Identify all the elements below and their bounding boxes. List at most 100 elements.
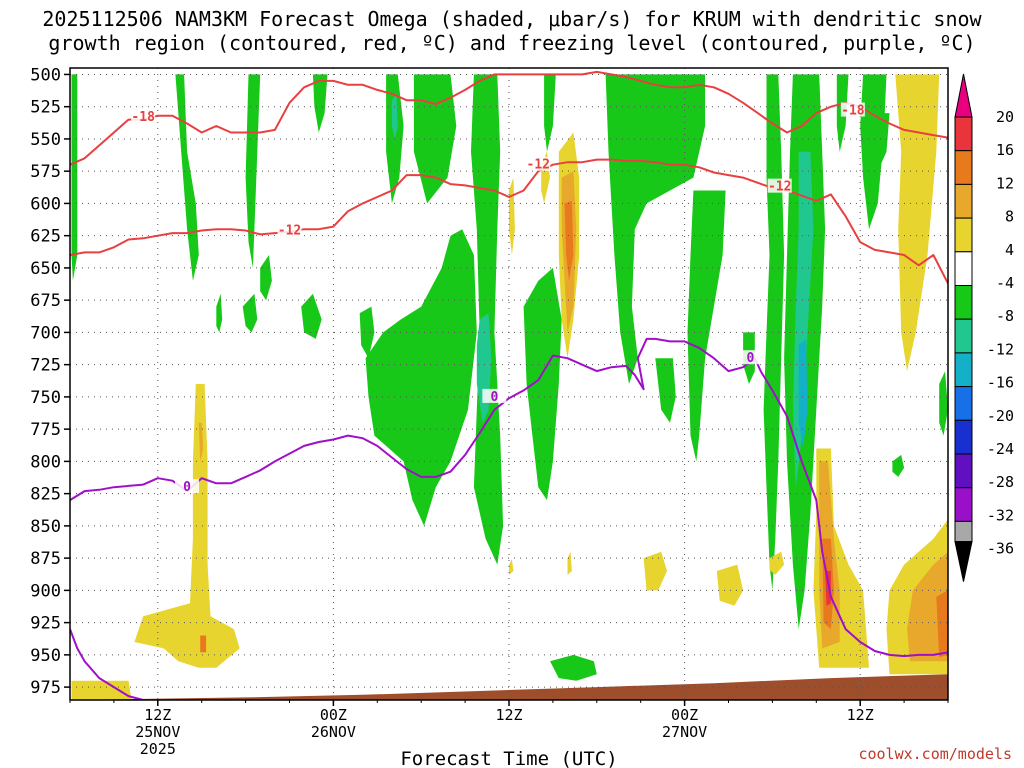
omega-region-3	[312, 74, 328, 133]
omega-region-0	[71, 74, 78, 281]
omega-region-37	[643, 551, 667, 591]
colorbar: 20 16 12 8 4 -4 -8 -12 -16 -20 -24 -28 -32 -36	[954, 73, 1014, 582]
colorbar-label-11: -28	[987, 473, 1014, 491]
y-tick-label-725: 725	[30, 356, 61, 376]
omega-region-39	[769, 551, 785, 575]
contour-label-bg-1-2	[767, 178, 792, 193]
omega-region-50	[936, 590, 948, 658]
contour-label-bg-2-0	[175, 479, 200, 494]
y-tick-label-800: 800	[30, 452, 61, 472]
omega-region-51	[200, 635, 207, 653]
omega-region-36	[71, 680, 132, 700]
colorbar-label-1: 16	[996, 141, 1014, 159]
omega-region-8	[605, 74, 706, 385]
colorbar-label-2: 12	[996, 174, 1014, 192]
omega-region-16	[359, 306, 375, 359]
omega-region-21	[523, 267, 562, 501]
contour-label-0-0: -18	[131, 110, 155, 125]
omega-region-19	[260, 255, 272, 301]
contour-lines	[70, 70, 948, 700]
colorbar-swatch-8	[954, 352, 973, 388]
terrain-surface	[70, 674, 948, 700]
colorbar-swatch-6	[954, 285, 973, 320]
contour-label-bg-1-0	[277, 222, 302, 237]
omega-shading	[71, 74, 948, 700]
colorbar-swatch-10	[954, 419, 973, 455]
omega-region-26	[550, 654, 597, 681]
contour-label-1-1: -12	[527, 158, 550, 173]
y-tick-label-550: 550	[30, 130, 61, 150]
x-axis-label: Forecast Time (UTC)	[400, 748, 617, 768]
y-tick-label-525: 525	[30, 98, 61, 118]
omega-region-30	[798, 338, 808, 449]
x-tick-label-0-0: 12Z	[144, 706, 171, 724]
x-tick-label-0-1: 25NOV	[135, 723, 180, 741]
y-tick-label-950: 950	[30, 646, 61, 666]
y-tick-label-900: 900	[30, 581, 61, 601]
x-tick-label-3-1: 27NOV	[662, 723, 707, 741]
contour-labels: -18 -18 -12 -12 -12 0 0 0	[131, 102, 865, 495]
contour-line-2	[70, 337, 948, 658]
colorbar-label-13: -36	[987, 540, 1014, 558]
colorbar-label-8: -16	[987, 374, 1014, 392]
omega-region-29	[391, 93, 398, 139]
y-tick-label-500: 500	[30, 65, 61, 85]
omega-region-48	[564, 200, 574, 281]
omega-region-7	[544, 74, 556, 152]
y-tick-label-925: 925	[30, 614, 61, 634]
x-tick-label-4-0: 12Z	[847, 706, 874, 724]
colorbar-top-arrow	[954, 73, 973, 118]
omega-region-17	[301, 293, 322, 339]
colorbar-label-6: -8	[996, 307, 1014, 325]
contour-line-0	[70, 70, 948, 166]
x-tick-label-0-2: 2025	[140, 740, 176, 758]
chart-title-line-2: growth region (contoured, red, ºC) and f…	[48, 31, 976, 55]
y-tick-label-750: 750	[30, 388, 61, 408]
omega-region-38	[716, 564, 744, 606]
contour-label-bg-0-0	[131, 109, 156, 124]
omega-region-15	[365, 229, 477, 526]
omega-region-40	[567, 551, 572, 575]
contour-label-1-2: -12	[768, 180, 791, 195]
chart-title-line-1: 2025112506 NAM3KM Forecast Omega (shaded…	[42, 7, 982, 31]
credit-link[interactable]: coolwx.com/models	[858, 745, 1012, 763]
omega-region-35	[134, 384, 240, 668]
y-tick-label-675: 675	[30, 291, 61, 311]
y-tick-label-850: 850	[30, 517, 61, 537]
colorbar-swatch-11	[954, 453, 973, 489]
x-tick-label-3-0: 00Z	[671, 706, 698, 724]
colorbar-label-0: 20	[996, 108, 1014, 126]
contour-label-1-0: -12	[278, 224, 301, 239]
omega-region-25	[892, 454, 905, 477]
terrain	[70, 674, 948, 700]
omega-region-2	[245, 74, 261, 268]
x-tick-label-1-0: 00Z	[320, 706, 347, 724]
y-tick-label-875: 875	[30, 549, 61, 569]
x-tick-label-1-1: 26NOV	[311, 723, 356, 741]
colorbar-label-9: -20	[987, 407, 1014, 425]
colorbar-label-4: 4	[1005, 241, 1014, 259]
contour-label-bg-0-1	[840, 102, 865, 117]
y-tick-label-700: 700	[30, 323, 61, 343]
colorbar-label-5: -4	[996, 274, 1014, 292]
contour-label-2-1: 0	[490, 390, 498, 405]
colorbar-label-3: 8	[1005, 208, 1014, 226]
colorbar-swatch-9	[954, 386, 973, 421]
omega-region-14	[860, 74, 887, 230]
omega-region-34	[895, 74, 940, 372]
y-tick-label-625: 625	[30, 227, 61, 247]
contour-line-1	[70, 158, 948, 284]
colorbar-swatch-last	[954, 520, 973, 543]
colorbar-swatch-5	[954, 251, 973, 287]
omega-region-18	[242, 293, 258, 333]
contour-label-bg-2-2	[738, 350, 763, 365]
colorbar-label-10: -24	[987, 440, 1014, 458]
omega-region-22	[655, 358, 676, 423]
omega-region-1	[175, 74, 199, 281]
colorbar-swatch-7	[954, 318, 973, 354]
y-axis-ticks: 500 525 550 575 600 625 650 675 700 725 750 775 800 8…	[30, 65, 70, 698]
y-tick-label-600: 600	[30, 194, 61, 214]
omega-region-24	[939, 371, 948, 436]
